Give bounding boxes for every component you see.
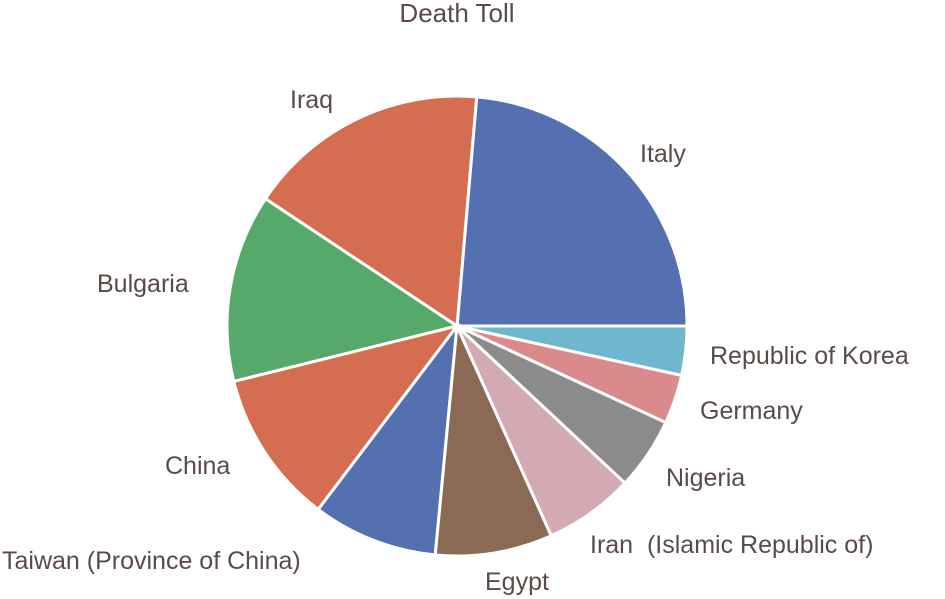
pie-slice-iraq: [263, 94, 479, 329]
slice-label: Republic of Korea: [710, 342, 909, 370]
slice-label: Taiwan (Province of China): [2, 547, 301, 575]
slice-label: China: [165, 452, 230, 480]
slice-label: Egypt: [485, 568, 549, 596]
chart-title: Death Toll: [399, 0, 514, 28]
pie-slice-republic-of-korea: [456, 324, 689, 378]
pie-labels: Italy Iraq Bulgaria China Taiwan (Province o…: [2, 86, 909, 596]
slice-label: Germany: [700, 397, 803, 425]
pie-slice-egypt: [433, 320, 554, 558]
pie-slice-taiwan-province-of-china: [316, 320, 459, 557]
slice-label: Italy: [640, 140, 686, 168]
pie-slice-bulgaria: [225, 196, 461, 384]
slice-label: Bulgaria: [97, 270, 189, 298]
slice-label: Iraq: [290, 86, 333, 114]
pie-slices: [225, 94, 689, 558]
slice-label: Iran (Islamic Republic of): [590, 531, 873, 559]
pie-slice-china: [231, 323, 461, 512]
pie-slice-italy: [455, 95, 689, 328]
slice-label: Nigeria: [666, 464, 745, 492]
